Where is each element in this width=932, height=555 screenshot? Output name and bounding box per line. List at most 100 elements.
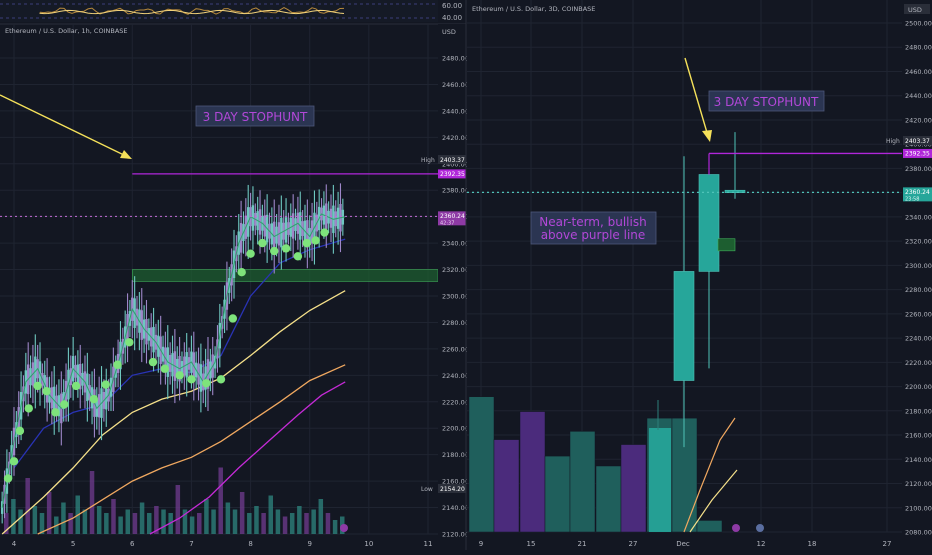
volume-bar	[146, 513, 152, 534]
volume-bar	[104, 513, 109, 534]
low-label: Low	[421, 486, 433, 493]
time-tick-label: 12	[757, 540, 766, 548]
price-tick-label: 2100.00	[905, 504, 932, 512]
volume-bar	[261, 513, 266, 534]
volume-bar	[204, 499, 209, 534]
note-box[interactable]	[530, 211, 657, 245]
annotation-arrow[interactable]	[0, 94, 129, 158]
price-tick-label: 2180.00	[905, 407, 932, 415]
green-signal-dot	[42, 387, 51, 396]
annotation-box[interactable]	[195, 105, 315, 127]
time-tick-label: 10	[364, 540, 373, 548]
price-tick-label: 2140.00	[442, 504, 469, 512]
event-marker-icon[interactable]	[732, 524, 740, 532]
volume-bar	[468, 396, 495, 533]
right-chart-panel[interactable]: Ethereum / U.S. Dollar, 3D, COINBASE 3 DA…	[467, 0, 932, 550]
price-tick-label: 2080.00	[905, 529, 932, 537]
price-tick-label: 2260.00	[442, 345, 469, 353]
current-value: 2360.24	[440, 213, 465, 220]
time-tick-label: 5	[71, 540, 75, 548]
green-signal-dot	[125, 338, 134, 347]
green-signal-dot	[216, 375, 226, 384]
volume-bar	[671, 417, 698, 533]
left-grid	[0, 24, 438, 535]
volume-bar	[282, 516, 288, 534]
volume-bar	[332, 520, 338, 534]
price-tick-label: 2120.00	[905, 480, 932, 488]
ma-magenta-line	[149, 381, 346, 535]
event-marker-icon[interactable]	[340, 524, 348, 532]
volume-bar	[89, 471, 95, 534]
time-axis-background	[0, 537, 466, 550]
axis-background	[902, 0, 932, 550]
dividend-marker-icon[interactable]	[756, 524, 764, 532]
green-signal-dot	[33, 381, 42, 391]
volume-bar	[254, 506, 259, 534]
time-tick-label: 27	[629, 540, 638, 548]
candle-body[interactable]	[724, 189, 746, 193]
candle-body[interactable]	[698, 174, 720, 272]
volume-bar	[304, 513, 309, 534]
annotation-arrow-head	[702, 130, 712, 142]
high-value-badge	[438, 155, 466, 164]
price-tick-label: 2280.00	[905, 286, 932, 294]
price-tick-label: 2440.00	[442, 107, 469, 115]
time-tick-label: 27	[883, 540, 892, 548]
current-value-badge	[438, 211, 466, 226]
time-tick-label: 4	[12, 540, 17, 548]
green-signal-dot	[302, 238, 311, 248]
high-value: 2403.37	[905, 138, 930, 145]
oscillator-bg	[0, 0, 438, 22]
green-signal-dot	[3, 474, 13, 483]
left-chart-panel[interactable]: 60.00 40.00 Ethereum / U.S. Dollar, 1h, CO…	[0, 0, 469, 550]
time-tick-label: 18	[808, 540, 817, 548]
oscillator-axis-label: 40.00	[442, 14, 462, 22]
green-signal-dot	[160, 364, 170, 373]
volume-bar	[519, 411, 546, 533]
right-price-axis[interactable]: USD 2500.00 2480.00 2460.00 2440.00 2420.00 24…	[886, 0, 932, 550]
price-tick-label: 2280.00	[442, 319, 469, 327]
price-trace	[1, 213, 346, 508]
oscillator-axis-label: 60.00	[442, 2, 462, 10]
current-value-badge	[903, 187, 932, 202]
left-time-axis[interactable]: 4 5 6 7 8 9 10 11	[0, 537, 466, 550]
green-signal-dot	[202, 379, 211, 388]
right-chart-title: Ethereum / U.S. Dollar, 3D, COINBASE	[472, 5, 595, 13]
price-tick-label: 2400.00	[442, 160, 469, 168]
annotation-arrow[interactable]	[684, 57, 709, 137]
green-signal-dot	[148, 357, 158, 367]
volume-bar	[569, 431, 596, 533]
volume-bar	[139, 502, 145, 534]
support-zone[interactable]	[131, 269, 439, 282]
volume-bar	[218, 467, 223, 534]
axis-background	[438, 24, 466, 550]
purple-value-badge	[438, 169, 466, 179]
time-tick-label: Dec	[676, 540, 690, 548]
green-signal-dot	[237, 268, 246, 277]
price-tick-label: 2460.00	[442, 81, 469, 89]
annotation-arrow-head	[120, 150, 132, 159]
price-tick-label: 2500.00	[905, 20, 932, 28]
left-price-axis[interactable]: USD 2480.00 2460.00 2440.00 2420.00 2400.00 23…	[421, 24, 469, 550]
time-tick-label: 9	[307, 540, 311, 548]
price-tick-label: 2320.00	[905, 238, 932, 246]
green-signal-dot	[24, 404, 33, 413]
candle-body[interactable]	[673, 271, 695, 381]
ma-yellow-line	[689, 469, 738, 533]
volume-bar-highlight	[649, 428, 671, 532]
green-signal-dot	[89, 394, 99, 404]
volume-bar	[11, 499, 16, 534]
volume-bar	[182, 509, 188, 534]
ma-yellow-line	[1, 290, 346, 535]
volume-bar	[289, 513, 295, 534]
volume-bar	[118, 516, 123, 534]
price-tick-label: 2420.00	[905, 116, 932, 124]
volume-bar	[197, 513, 202, 534]
support-zone[interactable]	[717, 238, 736, 252]
price-tick-label: 2220.00	[442, 398, 469, 406]
annotation-box[interactable]	[708, 90, 825, 112]
price-tick-label: 2240.00	[442, 372, 469, 380]
right-time-axis[interactable]: 9 15 21 27 Dec 12 18 27	[467, 535, 932, 550]
price-tick-label: 2200.00	[442, 425, 469, 433]
volume-bar	[161, 509, 166, 534]
